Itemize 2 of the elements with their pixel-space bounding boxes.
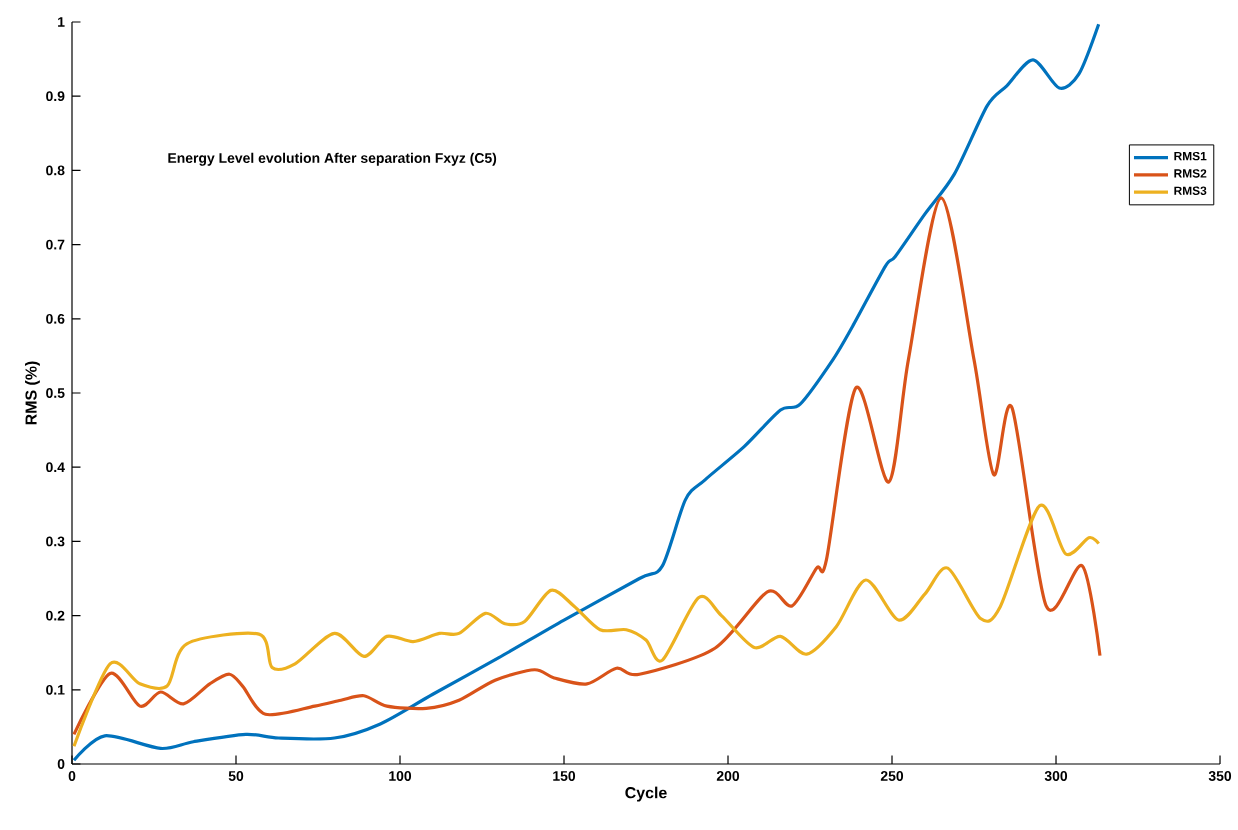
line-series [72,503,1101,748]
line-series [72,196,1102,736]
